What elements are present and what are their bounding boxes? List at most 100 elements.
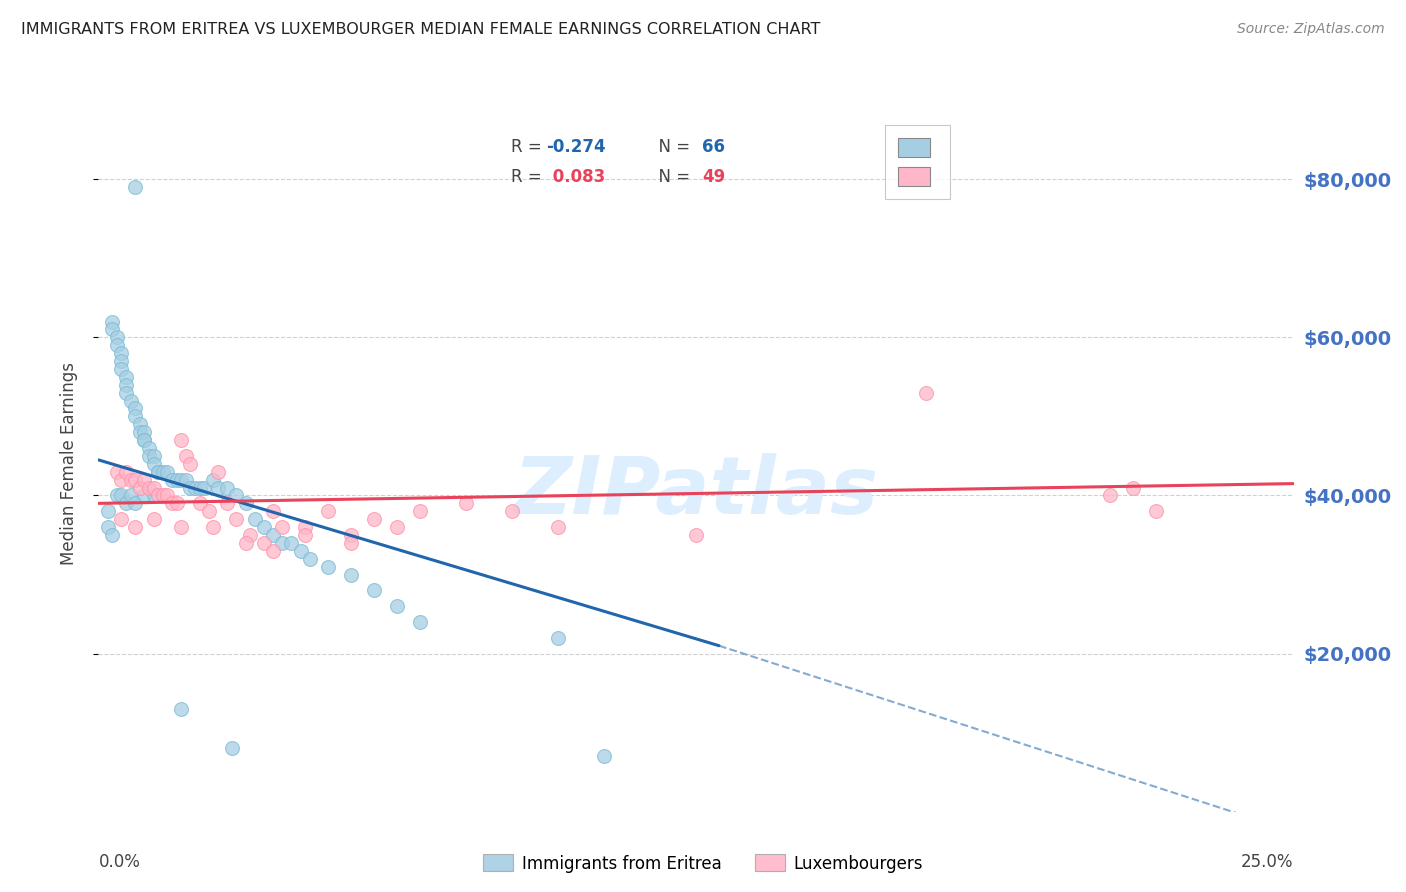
Text: 0.083: 0.083 [547,169,605,186]
Legend: Immigrants from Eritrea, Luxembourgers: Immigrants from Eritrea, Luxembourgers [477,847,929,880]
Point [202,520,225,534]
Point [593,749,616,764]
Point [148,465,170,479]
Point [166,496,188,510]
Point [170,433,193,447]
Text: R =: R = [510,169,547,186]
Point [262,504,284,518]
Point [235,496,257,510]
Point [148,465,170,479]
Text: N =: N = [648,169,696,186]
Point [110,473,132,487]
Point [101,314,124,328]
Point [385,599,409,614]
Point [340,567,363,582]
Point [134,425,156,440]
Point [115,385,138,400]
Point [120,393,142,408]
Point [156,465,179,479]
Point [280,536,302,550]
Point [253,536,276,550]
Text: -0.274: -0.274 [547,138,606,156]
Y-axis label: Median Female Earnings: Median Female Earnings [59,362,77,566]
Point [115,465,138,479]
Point [243,512,266,526]
Point [120,473,142,487]
Point [152,465,174,479]
Point [124,180,146,194]
Point [105,330,128,344]
Point [363,583,385,598]
Point [456,496,478,510]
Point [316,559,339,574]
Point [253,520,276,534]
Point [134,488,156,502]
Point [160,473,183,487]
Point [138,441,160,455]
Text: R =: R = [510,138,547,156]
Point [142,449,165,463]
Text: ZIPatlas: ZIPatlas [513,452,879,531]
Point [124,401,146,416]
Point [271,520,294,534]
Point [124,520,146,534]
Point [142,481,165,495]
Point [547,631,569,645]
Text: Source: ZipAtlas.com: Source: ZipAtlas.com [1237,22,1385,37]
Point [115,496,138,510]
Point [128,425,150,440]
Point [134,433,156,447]
Point [105,488,128,502]
Point [217,481,239,495]
Point [1122,481,1144,495]
Text: 25.0%: 25.0% [1241,854,1294,871]
Point [184,481,207,495]
Point [134,433,156,447]
Point [298,551,321,566]
Point [138,481,160,495]
Point [197,504,219,518]
Point [128,481,150,495]
Point [1144,504,1167,518]
Point [128,417,150,432]
Point [174,449,197,463]
Point [914,385,936,400]
Point [142,457,165,471]
Point [294,528,316,542]
Point [225,488,247,502]
Point [202,473,225,487]
Point [235,536,257,550]
Point [97,520,120,534]
Point [110,512,132,526]
Point [188,496,211,510]
Point [170,473,193,487]
Legend: , : , [884,125,950,199]
Point [1098,488,1121,502]
Point [160,496,183,510]
Text: 49: 49 [702,169,725,186]
Point [225,512,247,526]
Point [340,536,363,550]
Point [193,481,215,495]
Text: IMMIGRANTS FROM ERITREA VS LUXEMBOURGER MEDIAN FEMALE EARNINGS CORRELATION CHART: IMMIGRANTS FROM ERITREA VS LUXEMBOURGER … [21,22,821,37]
Point [124,496,146,510]
Point [138,449,160,463]
Point [294,520,316,534]
Point [148,488,170,502]
Point [120,488,142,502]
Point [239,528,262,542]
Point [221,741,243,756]
Point [115,370,138,384]
Point [217,496,239,510]
Point [409,615,432,629]
Point [174,473,197,487]
Point [179,457,201,471]
Point [207,465,229,479]
Point [152,488,174,502]
Point [385,520,409,534]
Point [110,354,132,368]
Point [142,512,165,526]
Point [134,473,156,487]
Point [142,488,165,502]
Point [115,377,138,392]
